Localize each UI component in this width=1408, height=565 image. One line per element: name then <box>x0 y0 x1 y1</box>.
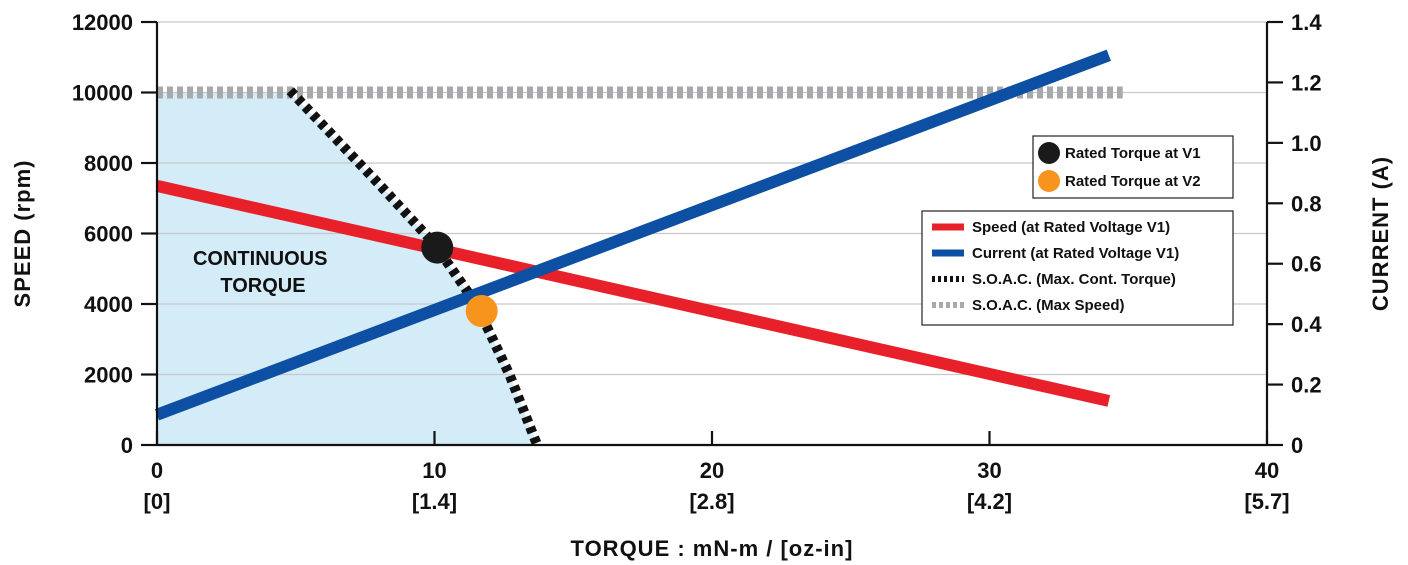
legend-speed-label: Speed (at Rated Voltage V1) <box>972 219 1170 236</box>
x-tick-sublabel: [1.4] <box>412 489 457 514</box>
x-tick-label: 30 <box>977 458 1001 483</box>
y-right-tick-label: 0.4 <box>1291 312 1322 337</box>
y-right-tick-label: 0.2 <box>1291 373 1322 398</box>
legend-marker-v2-label: Rated Torque at V2 <box>1065 173 1201 190</box>
y-left-tick-label: 2000 <box>84 363 133 388</box>
y-left-axis-title: SPEED (rpm) <box>10 160 35 308</box>
x-tick-label: 20 <box>700 458 724 483</box>
axis-labels: 0 2000 4000 6000 8000 10000 12000 0 0.2 0.4 0.6 0.8… <box>72 10 1323 514</box>
y-right-tick-label: 1.0 <box>1291 131 1322 156</box>
y-left-tick-label: 4000 <box>84 292 133 317</box>
legend-marker-v2-dot <box>1038 170 1060 192</box>
x-tick-sublabel: [2.8] <box>689 489 734 514</box>
region-fill <box>157 92 538 445</box>
x-tick-label: 0 <box>151 458 163 483</box>
x-tick-sublabel: [0] <box>144 489 171 514</box>
y-left-tick-label: 10000 <box>72 81 133 106</box>
rated-torque-markers <box>421 231 498 328</box>
x-tick-sublabel: [5.7] <box>1244 489 1289 514</box>
legend-current-label: Current (at Rated Voltage V1) <box>972 245 1179 262</box>
axes <box>141 20 1283 447</box>
legend-markers: Rated Torque at V1 Rated Torque at V2 <box>1032 135 1234 199</box>
y-left-tick-label: 12000 <box>72 10 133 35</box>
legend-lines: Speed (at Rated Voltage V1) Current (at … <box>921 210 1234 326</box>
legend-marker-v1-dot <box>1038 142 1060 164</box>
y-left-tick-label: 8000 <box>84 151 133 176</box>
series-line-0 <box>155 180 1111 407</box>
x-tick-label: 10 <box>422 458 446 483</box>
series-line-1 <box>154 49 1111 421</box>
series-lines <box>154 49 1123 447</box>
series-line-2 <box>286 87 542 447</box>
legend-lines-box <box>921 210 1234 326</box>
y-right-tick-label: 1.4 <box>1291 10 1322 35</box>
legend-markers-box <box>1032 135 1234 199</box>
y-left-tick-label: 0 <box>121 433 133 458</box>
legend-soac-speed-label: S.O.A.C. (Max Speed) <box>972 297 1125 314</box>
y-right-tick-label: 0.8 <box>1291 191 1322 216</box>
marker-point-2 <box>465 295 498 328</box>
legend-soac-torque-label: S.O.A.C. (Max. Cont. Torque) <box>972 271 1176 288</box>
continuous-torque-region <box>157 92 538 445</box>
y-right-axis-title: CURRENT (A) <box>1368 156 1393 311</box>
region-label: CONTINUOUS TORQUE <box>193 248 333 297</box>
y-right-tick-label: 0 <box>1291 433 1303 458</box>
region-label-line-1: CONTINUOUS <box>193 248 327 270</box>
y-right-tick-label: 0.6 <box>1291 252 1322 277</box>
x-axis-title: TORQUE : mN-m / [oz-in] <box>571 536 854 561</box>
legend-marker-v1-label: Rated Torque at V1 <box>1065 145 1201 162</box>
x-tick-sublabel: [4.2] <box>967 489 1012 514</box>
y-right-tick-label: 1.2 <box>1291 70 1322 95</box>
x-tick-label: 40 <box>1255 458 1279 483</box>
region-label-line-2: TORQUE <box>220 275 305 297</box>
y-left-tick-label: 6000 <box>84 222 133 247</box>
marker-point-1 <box>421 231 454 264</box>
